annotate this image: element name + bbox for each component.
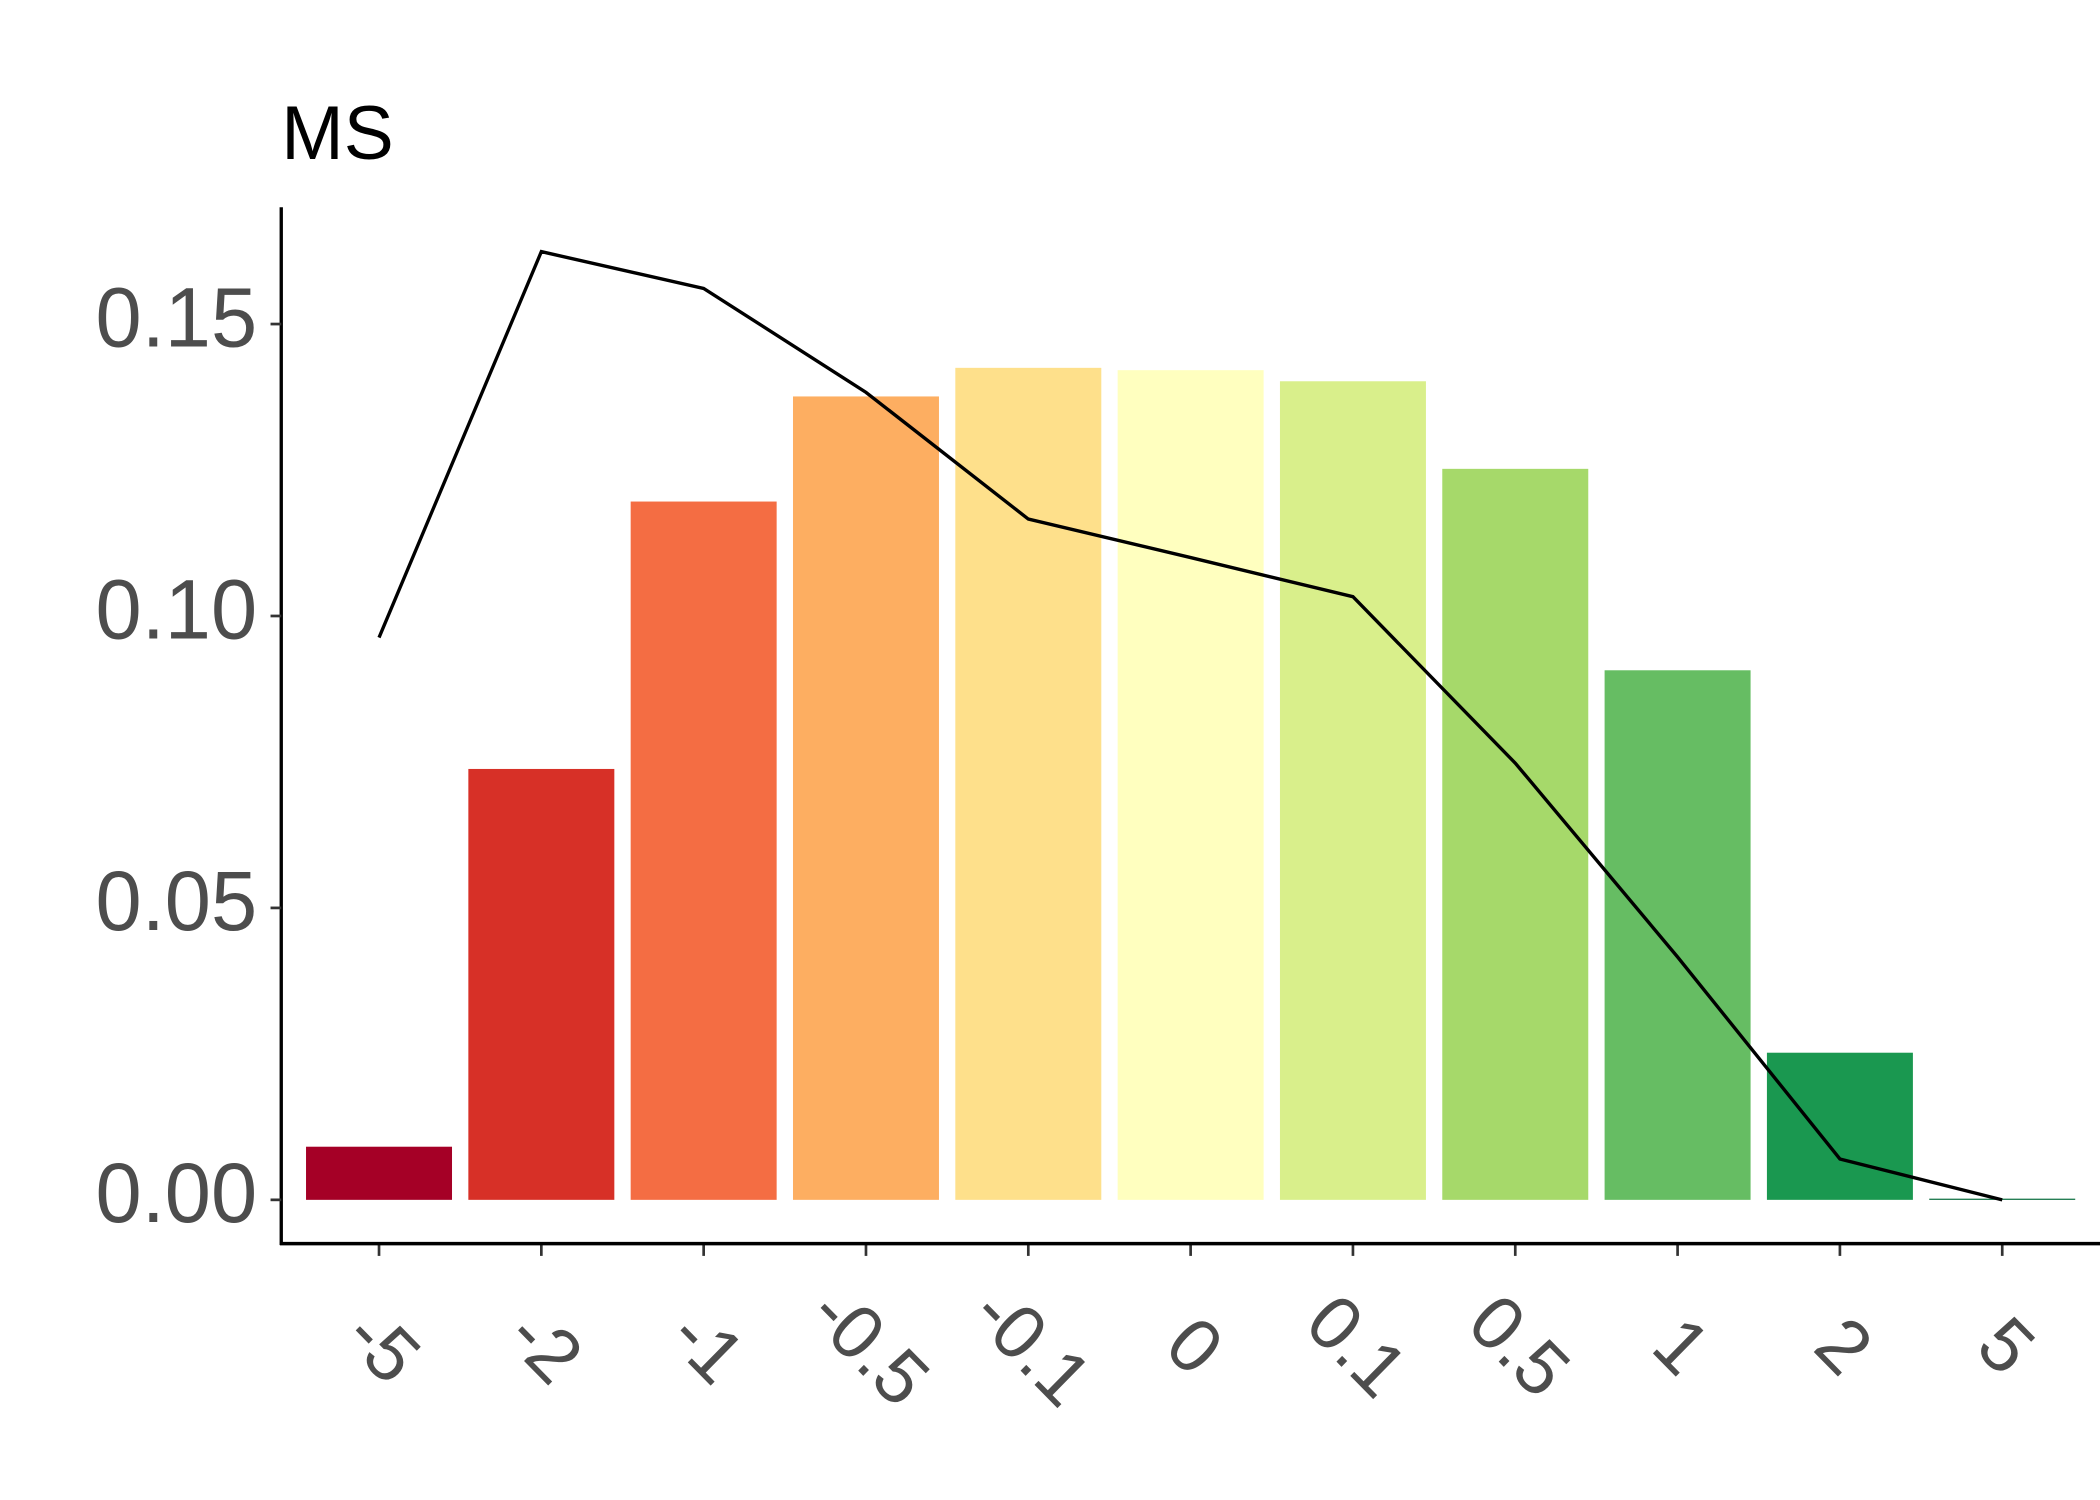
x-tick-label: 1 bbox=[1637, 1301, 1726, 1392]
x-tick-label: -5 bbox=[330, 1292, 437, 1401]
bar bbox=[630, 501, 777, 1200]
x-tick-label: -1 bbox=[654, 1292, 761, 1401]
bar bbox=[792, 396, 939, 1200]
y-axis-label: MS bbox=[281, 91, 393, 177]
y-tick-label: 0.05 bbox=[96, 854, 258, 949]
x-tick-label: -2 bbox=[492, 1292, 599, 1401]
x-tick-label: -0.1 bbox=[957, 1269, 1108, 1423]
x-tick-label: 5 bbox=[1962, 1301, 2051, 1392]
bar bbox=[468, 768, 615, 1200]
y-tick-label: 0.00 bbox=[96, 1146, 258, 1241]
y-tick-label: 0.15 bbox=[96, 270, 258, 365]
y-tick-label: 0.10 bbox=[96, 562, 258, 657]
bar bbox=[1442, 468, 1589, 1200]
x-tick-label: 0.5 bbox=[1452, 1278, 1585, 1414]
bar bbox=[1117, 370, 1264, 1200]
bar bbox=[955, 367, 1102, 1200]
bar bbox=[306, 1146, 453, 1200]
x-tick-label: 0 bbox=[1150, 1301, 1239, 1392]
line bbox=[377, 249, 2003, 1202]
bar bbox=[1766, 1052, 1913, 1200]
x-tick-label: -0.5 bbox=[794, 1269, 945, 1423]
bar bbox=[1604, 670, 1751, 1200]
x-tick-label: 0.1 bbox=[1290, 1278, 1423, 1414]
x-tick-label: 2 bbox=[1799, 1301, 1888, 1392]
bar bbox=[1279, 381, 1426, 1200]
